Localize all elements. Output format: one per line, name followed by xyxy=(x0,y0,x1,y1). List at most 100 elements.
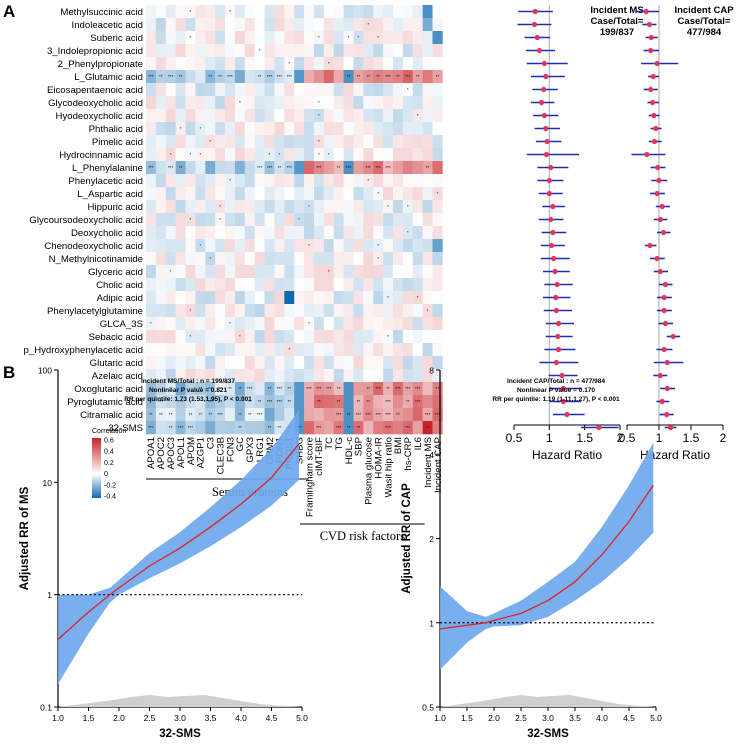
row-label: Methylsuccinic acid xyxy=(60,7,143,18)
heatmap-cell xyxy=(294,369,305,383)
heatmap-cell xyxy=(353,18,364,32)
heatmap-cell xyxy=(373,317,384,331)
heatmap-cell xyxy=(323,395,335,409)
significance-mark: * xyxy=(387,334,389,339)
significance-mark: *** xyxy=(247,386,253,391)
heatmap-cell xyxy=(383,148,394,162)
heatmap-cell xyxy=(383,408,394,422)
heatmap-cell xyxy=(402,382,414,396)
heatmap-cell xyxy=(353,122,364,136)
heatmap-cell xyxy=(323,421,335,435)
heatmap-cell xyxy=(313,421,325,435)
heatmap-cell xyxy=(313,44,325,58)
legend-tick: -0.2 xyxy=(104,482,116,489)
column-label: Wasit hip ratio xyxy=(383,437,394,497)
hazard-ratio-point xyxy=(650,99,656,106)
heatmap-cell xyxy=(185,356,196,370)
heatmap-cell xyxy=(165,356,176,370)
forest-count: 199/837 xyxy=(600,27,634,38)
heatmap-cell xyxy=(234,356,246,370)
significance-mark: * xyxy=(387,204,389,209)
row-label: Glycoursodeoxycholic acid xyxy=(29,215,143,226)
significance-mark: * xyxy=(377,191,379,196)
heatmap-cell xyxy=(274,70,285,84)
heatmap-cell xyxy=(195,226,206,240)
heatmap-cell xyxy=(313,330,325,344)
heatmap-cell xyxy=(225,57,236,71)
heatmap-cell xyxy=(432,174,443,188)
hazard-ratio-point xyxy=(550,203,556,210)
heatmap-cell xyxy=(165,187,176,201)
heatmap-cell xyxy=(155,304,167,318)
significance-mark: * xyxy=(199,126,201,131)
heatmap-cell xyxy=(274,96,285,110)
significance-mark: *** xyxy=(208,399,214,404)
significance-mark: ** xyxy=(238,386,242,391)
significance-mark: * xyxy=(190,217,192,222)
heatmap-cell xyxy=(333,421,344,435)
hazard-ratio-point xyxy=(541,60,547,67)
confidence-band xyxy=(58,410,299,685)
heatmap-cell xyxy=(323,317,335,331)
heatmap-cell xyxy=(432,408,443,422)
heatmap-cell xyxy=(393,96,404,110)
heatmap-cell xyxy=(353,135,364,149)
heatmap-cell xyxy=(195,343,206,357)
x-tick-label: 5.0 xyxy=(650,713,662,723)
heatmap-cell xyxy=(264,122,275,136)
heatmap-cell xyxy=(155,109,167,123)
heatmap-cell xyxy=(244,330,255,344)
heatmap-cell xyxy=(323,135,335,149)
heatmap-cell xyxy=(402,226,414,240)
heatmap-cell xyxy=(333,252,344,266)
significance-mark: * xyxy=(209,139,211,144)
significance-mark: *** xyxy=(178,425,184,430)
legend-tick: 0.6 xyxy=(104,438,114,445)
heatmap-cell xyxy=(274,148,285,162)
heatmap-cell xyxy=(146,18,157,32)
heatmap-cell xyxy=(244,109,255,123)
significance-mark: ** xyxy=(228,386,232,391)
heatmap-cell xyxy=(244,265,255,279)
heatmap-cell xyxy=(215,109,226,123)
heatmap-cell xyxy=(412,239,423,253)
hazard-ratio-point xyxy=(664,359,670,366)
significance-mark: * xyxy=(199,152,201,157)
row-label: Hippuric acid xyxy=(88,202,143,213)
heatmap-cell xyxy=(363,187,374,201)
heatmap-cell xyxy=(175,330,186,344)
forest-subtitle: Case/Total= xyxy=(591,16,644,27)
heatmap-cell xyxy=(333,408,344,422)
heatmap-cell xyxy=(215,70,226,84)
heatmap-cell xyxy=(383,252,394,266)
heatmap-cell xyxy=(146,356,157,370)
heatmap-cell xyxy=(294,96,305,110)
heatmap-cell xyxy=(234,135,246,149)
heatmap-cell xyxy=(146,57,157,71)
significance-mark: ** xyxy=(416,74,420,79)
significance-mark: *** xyxy=(277,386,283,391)
heatmap-cell xyxy=(333,200,344,214)
heatmap-cell xyxy=(234,239,246,253)
heatmap-cell xyxy=(165,57,176,71)
significance-mark: * xyxy=(417,295,419,300)
heatmap-cell xyxy=(254,174,265,188)
heatmap-cell xyxy=(313,343,325,357)
heatmap-cell xyxy=(195,252,206,266)
heatmap-cell xyxy=(383,421,394,435)
heatmap-cell xyxy=(146,291,157,305)
heatmap-cell xyxy=(274,343,285,357)
heatmap-cell xyxy=(146,252,157,266)
y-tick-label: 10 xyxy=(43,478,53,488)
heatmap-cell xyxy=(215,382,226,396)
significance-mark: ** xyxy=(367,74,371,79)
heatmap-cell xyxy=(313,83,325,97)
hazard-ratio-point xyxy=(548,164,554,171)
heatmap-cell xyxy=(432,200,443,214)
significance-mark: ** xyxy=(367,399,371,404)
heatmap-cell xyxy=(244,18,255,32)
heatmap-cell xyxy=(244,382,255,396)
heatmap-cell xyxy=(313,31,325,45)
heatmap-cell xyxy=(234,213,246,227)
heatmap-cell xyxy=(264,5,275,19)
